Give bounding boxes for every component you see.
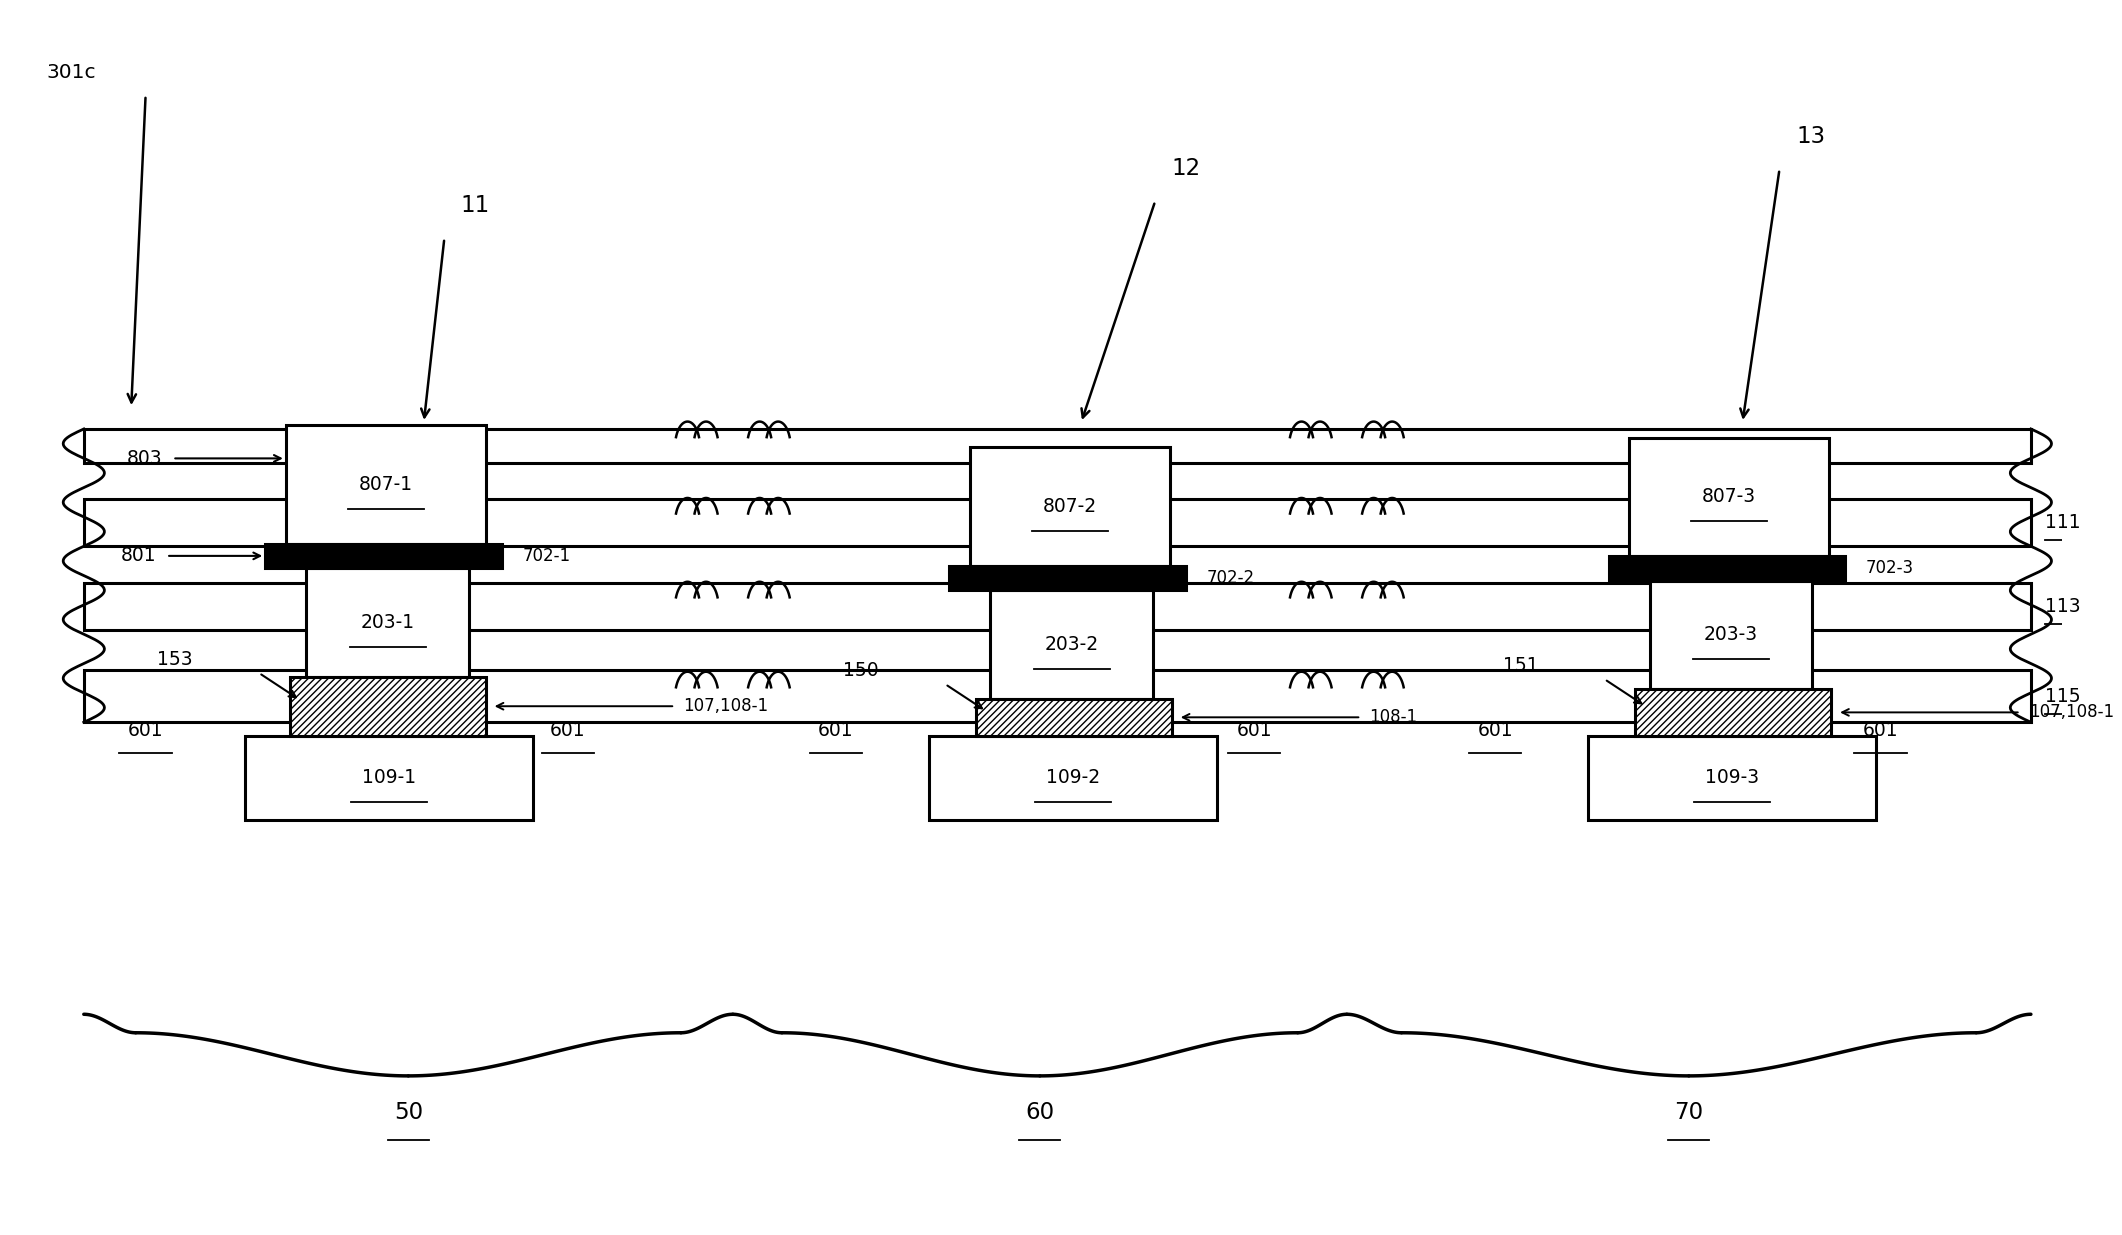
Text: 109-1: 109-1 [361, 768, 416, 787]
Bar [286, 425, 486, 543]
Bar [83, 671, 2031, 722]
Text: 150: 150 [845, 661, 879, 680]
Text: 153: 153 [157, 650, 193, 669]
Text: 70: 70 [1674, 1102, 1704, 1124]
Bar [83, 499, 2031, 546]
Text: 702-2: 702-2 [1207, 569, 1254, 587]
Text: 601: 601 [1237, 721, 1271, 740]
Text: 601: 601 [127, 721, 163, 740]
Text: 601: 601 [819, 721, 853, 740]
Bar [1630, 437, 1829, 556]
Bar [991, 590, 1152, 699]
Text: 109-2: 109-2 [1046, 768, 1099, 787]
Bar [1608, 556, 1846, 580]
Bar [265, 543, 503, 568]
Bar [976, 699, 1171, 736]
Bar [929, 736, 1218, 820]
Text: 803: 803 [127, 448, 161, 468]
Text: 60: 60 [1025, 1102, 1055, 1124]
Text: 702-3: 702-3 [1865, 559, 1914, 577]
Text: 113: 113 [2046, 597, 2082, 616]
Bar [291, 677, 486, 736]
Text: 108-1: 108-1 [1369, 709, 1417, 726]
Text: 801: 801 [121, 546, 155, 566]
Text: 107,108-1: 107,108-1 [2029, 704, 2114, 721]
Text: 601: 601 [1863, 721, 1899, 740]
Text: 807-2: 807-2 [1042, 498, 1097, 516]
Bar [244, 736, 533, 820]
Text: 107,108-1: 107,108-1 [683, 698, 768, 715]
Bar [949, 566, 1186, 590]
Text: 203-2: 203-2 [1044, 635, 1099, 655]
Bar [1636, 689, 1831, 736]
Text: 50: 50 [395, 1102, 422, 1124]
Text: 807-1: 807-1 [359, 475, 412, 494]
Bar [83, 429, 2031, 463]
Bar [970, 447, 1169, 566]
Text: 109-3: 109-3 [1706, 768, 1759, 787]
Text: 111: 111 [2046, 513, 2082, 532]
Text: 301c: 301c [47, 63, 95, 83]
Text: 13: 13 [1795, 125, 1825, 148]
Bar [83, 583, 2031, 630]
Text: 203-3: 203-3 [1704, 625, 1759, 645]
Text: 203-1: 203-1 [361, 613, 414, 632]
Bar [306, 568, 469, 677]
Bar [1649, 580, 1812, 689]
Text: 601: 601 [550, 721, 586, 740]
Text: 601: 601 [1477, 721, 1513, 740]
Text: 11: 11 [460, 194, 490, 217]
Text: 12: 12 [1171, 157, 1201, 180]
Bar [1587, 736, 1876, 820]
Text: 115: 115 [2046, 687, 2082, 706]
Text: 807-3: 807-3 [1702, 488, 1757, 506]
Text: 702-1: 702-1 [522, 547, 571, 564]
Text: 151: 151 [1502, 656, 1538, 676]
